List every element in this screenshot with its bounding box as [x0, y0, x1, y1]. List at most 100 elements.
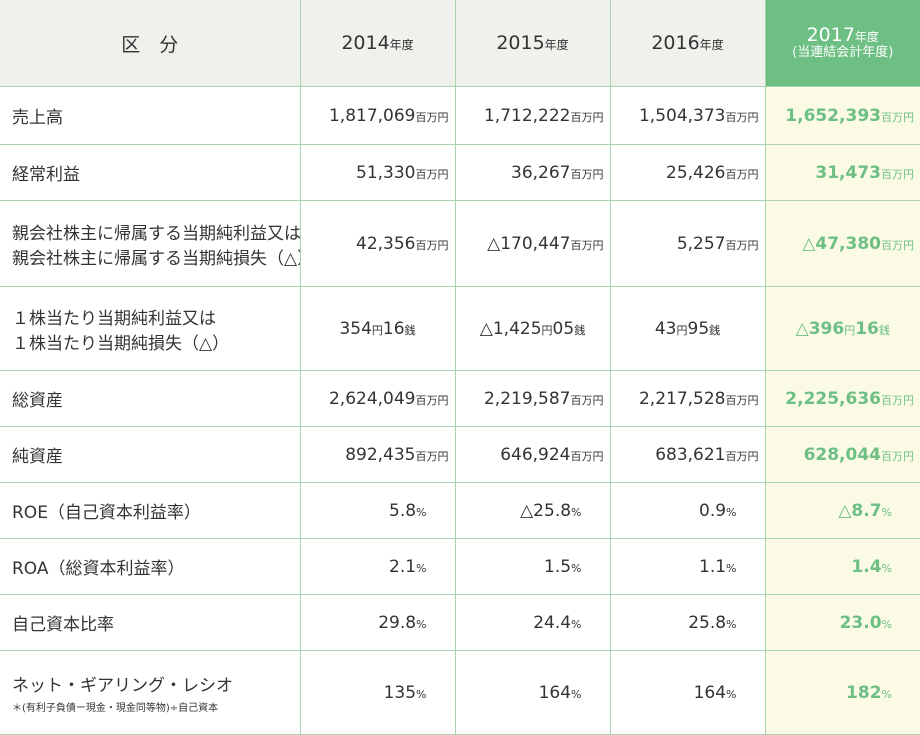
- row-label-text: 純資産: [12, 447, 63, 467]
- row-label-text: ROA（総資本利益率）: [12, 559, 185, 579]
- value-unit: %: [416, 561, 427, 575]
- value-unit: 百万円: [881, 238, 914, 252]
- value-number: 1.4: [851, 556, 882, 577]
- value-cell: 164%: [609, 650, 765, 735]
- value-cell: △170,447百万円: [454, 200, 610, 287]
- table-row: 経常利益 51,330百万円 36,267百万円 25,426百万円 31,473百万円: [0, 144, 920, 201]
- value-cell: 2,225,636百万円: [764, 370, 920, 427]
- value-cell: 43円95銭: [609, 286, 765, 371]
- value-number: 36,267: [511, 162, 571, 183]
- value-unit: %: [726, 617, 737, 631]
- value-number: 628,044: [803, 444, 881, 465]
- value-cell: 1,712,222百万円: [454, 86, 610, 145]
- row-label: 総資産: [0, 370, 300, 427]
- value-unit: 百万円: [415, 167, 449, 181]
- row-label-text: 総資産: [12, 391, 63, 411]
- value-cell: 354円16銭: [299, 286, 455, 371]
- value-unit: 百万円: [570, 167, 604, 181]
- row-label: １株当たり当期純利益又は １株当たり当期純損失（△）: [0, 286, 300, 371]
- value-unit: 百万円: [881, 393, 914, 407]
- value-unit-2: 銭: [404, 323, 416, 337]
- value-cell: 135%: [299, 650, 455, 735]
- value-unit: %: [881, 687, 892, 701]
- value-unit: 百万円: [725, 393, 759, 407]
- table-row: ROA（総資本利益率） 2.1% 1.5% 1.1% 1.4%: [0, 538, 920, 595]
- value-number: 1,712,222: [483, 105, 571, 126]
- value-unit: %: [726, 561, 737, 575]
- value-unit: 百万円: [570, 110, 604, 124]
- row-label: ROA（総資本利益率）: [0, 538, 300, 595]
- value-number-2: 95: [687, 318, 710, 339]
- value-cell: 1.4%: [764, 538, 920, 595]
- value-number-2: 05: [552, 318, 575, 339]
- value-number: △1,425: [479, 318, 542, 339]
- value-unit: 百万円: [881, 110, 914, 124]
- value-cell: 683,621百万円: [609, 426, 765, 483]
- value-number: 1,817,069: [328, 105, 416, 126]
- value-number: 2.1: [389, 556, 417, 577]
- value-number: 1.5: [544, 556, 572, 577]
- value-unit-2: 銭: [709, 323, 721, 337]
- value-number: 1,652,393: [785, 105, 881, 126]
- value-unit: %: [416, 617, 427, 631]
- value-cell: △1,425円05銭: [454, 286, 610, 371]
- row-label-text-2: 親会社株主に帰属する当期純損失（△）: [12, 248, 300, 269]
- value-cell: 29.8%: [299, 594, 455, 651]
- row-label: ネット・ギアリング・レシオ ＊(有利子負債ー現金・現金同等物)÷自己資本: [0, 650, 300, 735]
- value-number: 182: [846, 682, 882, 703]
- value-unit: 円: [676, 323, 688, 337]
- value-cell: 24.4%: [454, 594, 610, 651]
- table-row: ROE（自己資本利益率） 5.8% △25.8% 0.9% △8.7%: [0, 482, 920, 539]
- value-unit: 百万円: [881, 167, 914, 181]
- value-number: 24.4: [533, 612, 572, 633]
- row-label: 売上高: [0, 86, 300, 145]
- header-fy2015: 2015年度: [454, 0, 610, 87]
- value-unit: %: [416, 505, 427, 519]
- value-unit: 百万円: [570, 238, 604, 252]
- value-unit: 百万円: [725, 110, 759, 124]
- value-number-2: 16: [382, 318, 405, 339]
- value-number: 5.8: [389, 500, 417, 521]
- value-cell: 182%: [764, 650, 920, 735]
- value-number: 25.8: [688, 612, 727, 633]
- value-cell: 164%: [454, 650, 610, 735]
- value-number: 2,219,587: [483, 388, 571, 409]
- value-unit: 円: [371, 323, 383, 337]
- value-number: 23.0: [839, 612, 882, 633]
- value-cell: 2,624,049百万円: [299, 370, 455, 427]
- value-cell: 2,219,587百万円: [454, 370, 610, 427]
- value-cell: 0.9%: [609, 482, 765, 539]
- value-unit: 百万円: [570, 449, 604, 463]
- row-label: 自己資本比率: [0, 594, 300, 651]
- row-label: 経常利益: [0, 144, 300, 201]
- value-number: 51,330: [356, 162, 416, 183]
- value-cell: 1,652,393百万円: [764, 86, 920, 145]
- value-unit: %: [571, 617, 582, 631]
- table-row: １株当たり当期純利益又は １株当たり当期純損失（△） 354円16銭 △1,425円0…: [0, 286, 920, 371]
- value-number: △47,380: [802, 233, 881, 254]
- value-cell: 1.1%: [609, 538, 765, 595]
- row-label-text: 売上高: [12, 108, 63, 128]
- value-unit-2: 銭: [878, 323, 890, 337]
- row-label-text: 親会社株主に帰属する当期純利益又は: [12, 223, 300, 244]
- value-number: 683,621: [655, 444, 726, 465]
- row-label: 純資産: [0, 426, 300, 483]
- value-cell: 892,435百万円: [299, 426, 455, 483]
- value-number: 43: [654, 318, 677, 339]
- value-cell: 36,267百万円: [454, 144, 610, 201]
- header-fy2017-current: 2017年度 (当連結会計年度): [764, 0, 920, 87]
- value-cell: 25.8%: [609, 594, 765, 651]
- value-cell: 23.0%: [764, 594, 920, 651]
- value-cell: 1.5%: [454, 538, 610, 595]
- value-unit: 百万円: [881, 449, 914, 463]
- value-unit: %: [881, 561, 892, 575]
- value-cell: 51,330百万円: [299, 144, 455, 201]
- row-label: 親会社株主に帰属する当期純利益又は 親会社株主に帰属する当期純損失（△）: [0, 200, 300, 287]
- value-unit: 百万円: [415, 238, 449, 252]
- value-cell: 2,217,528百万円: [609, 370, 765, 427]
- value-number: 2,624,049: [328, 388, 416, 409]
- value-unit: %: [726, 505, 737, 519]
- table-row: 売上高 1,817,069百万円 1,712,222百万円 1,504,373百万円 1…: [0, 86, 920, 145]
- value-cell: 5,257百万円: [609, 200, 765, 287]
